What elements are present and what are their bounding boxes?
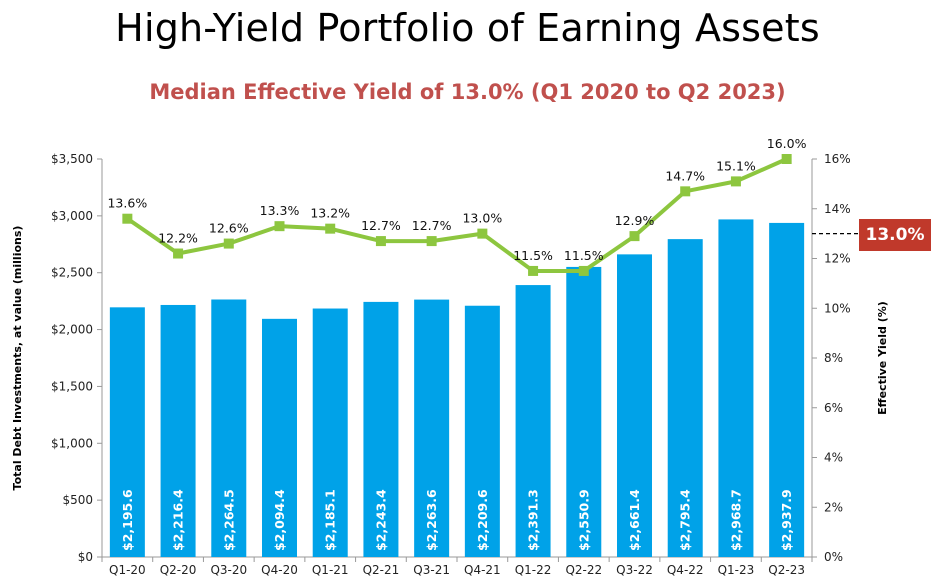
left-tick-label: $3,500: [51, 152, 93, 166]
yield-value-label: 11.5%: [564, 248, 604, 263]
bar-Q2-23: [769, 222, 805, 557]
x-tick-label: Q3-22: [616, 563, 653, 577]
yield-point-Q4-22: [680, 186, 691, 197]
yield-line: [126, 157, 788, 273]
left-axis-title: Total Debt Investments, at value (millio…: [11, 226, 24, 491]
bar-Q2-22: [566, 266, 602, 557]
right-axis-title: Effective Yield (%): [876, 301, 889, 415]
left-tick-label: $1,000: [51, 436, 93, 450]
yield-point-Q1-23: [730, 176, 741, 187]
bar-value-label: $2,968.7: [728, 489, 743, 551]
x-tick-label: Q2-20: [160, 563, 197, 577]
x-tick-label: Q4-20: [261, 563, 298, 577]
yield-point-Q3-20: [223, 238, 234, 249]
bar-Q3-21: [414, 299, 450, 557]
right-tick-label: 12%: [824, 252, 851, 266]
bar-Q4-21: [464, 305, 500, 557]
yield-point-Q1-21: [325, 223, 336, 234]
right-tick-label: 10%: [824, 301, 851, 315]
left-tick-label: $3,000: [51, 209, 93, 223]
bar-Q1-20: [109, 307, 145, 557]
bar-value-label: $2,550.9: [576, 489, 591, 551]
bar-value-label: $2,209.6: [475, 489, 490, 551]
yield-point-Q2-21: [375, 236, 386, 247]
chart-subtitle: Median Effective Yield of 13.0% (Q1 2020…: [149, 80, 786, 104]
right-tick-label: 16%: [824, 152, 851, 166]
bar-Q1-22: [515, 285, 551, 557]
bar-value-label: $2,264.5: [221, 489, 236, 551]
x-tick-label: Q1-23: [718, 563, 755, 577]
left-tick-label: $2,000: [51, 323, 93, 337]
bar-Q4-20: [262, 318, 297, 557]
chart-title: High-Yield Portfolio of Earning Assets: [115, 6, 820, 50]
yield-point-Q3-22: [629, 231, 640, 242]
right-tick-label: 6%: [824, 401, 843, 415]
left-tick-label: $2,500: [51, 266, 93, 280]
bar-value-label: $2,661.4: [627, 489, 642, 551]
bar-Q2-20: [160, 304, 196, 557]
median-yield-badge: 13.0%: [859, 219, 931, 251]
right-tick-label: 14%: [824, 202, 851, 216]
x-tick-label: Q4-22: [667, 563, 704, 577]
right-tick-label: 2%: [824, 500, 843, 514]
x-tick-label: Q3-21: [413, 563, 450, 577]
x-tick-label: Q4-21: [464, 563, 501, 577]
bar-Q3-20: [211, 299, 247, 557]
bar-value-label: $2,937.9: [779, 489, 794, 551]
bar-Q2-21: [363, 301, 399, 557]
yield-value-label: 13.2%: [310, 206, 350, 221]
bar-Q1-23: [718, 219, 754, 558]
bar-value-label: $2,391.3: [526, 489, 541, 551]
bar-value-label: $2,094.4: [272, 489, 287, 551]
x-tick-label: Q1-21: [312, 563, 349, 577]
left-tick-label: $1,500: [51, 379, 93, 393]
right-tick-label: 0%: [824, 550, 843, 564]
yield-value-label: 12.2%: [158, 231, 198, 246]
yield-point-Q4-21: [477, 228, 488, 239]
bar-Q3-22: [617, 254, 652, 558]
bar-value-label: $2,216.4: [171, 489, 186, 551]
bar-value-label: $2,795.4: [678, 489, 693, 551]
right-tick-label: 8%: [824, 351, 843, 365]
x-tick-label: Q1-22: [515, 563, 552, 577]
x-tick-label: Q1-20: [109, 563, 146, 577]
yield-point-Q2-23: [781, 154, 792, 164]
x-tick-label: Q2-21: [363, 563, 400, 577]
yield-value-label: 12.7%: [412, 218, 452, 233]
yield-value-label: 14.7%: [665, 168, 705, 183]
right-tick-label: 4%: [824, 451, 843, 465]
yield-point-Q3-21: [426, 236, 437, 247]
bar-value-label: $2,195.6: [120, 489, 135, 551]
x-tick-label: Q2-23: [768, 563, 805, 577]
yield-value-label: 13.0%: [462, 211, 502, 226]
yield-point-Q4-20: [274, 221, 285, 232]
left-tick-label: $500: [62, 493, 93, 507]
yield-value-label: 16.0%: [767, 136, 807, 151]
yield-value-label: 11.5%: [513, 248, 553, 263]
bar-value-label: $2,263.6: [424, 489, 439, 551]
yield-value-label: 15.1%: [716, 158, 756, 173]
yield-value-label: 12.6%: [209, 221, 249, 236]
yield-point-Q1-22: [528, 265, 539, 276]
x-tick-label: Q3-20: [210, 563, 247, 577]
bar-value-label: $2,243.4: [373, 489, 388, 551]
yield-point-Q2-22: [578, 265, 589, 276]
yield-value-label: 12.7%: [361, 218, 401, 233]
bar-Q1-21: [312, 308, 348, 557]
yield-value-label: 13.3%: [260, 203, 300, 218]
yield-value-label: 13.6%: [107, 196, 147, 211]
bar-value-label: $2,185.1: [323, 489, 338, 551]
yield-point-Q1-20: [122, 213, 133, 224]
bar-Q4-22: [667, 239, 703, 557]
left-tick-label: $0: [78, 550, 93, 564]
x-tick-label: Q2-22: [565, 563, 602, 577]
yield-value-label: 12.9%: [615, 213, 655, 228]
yield-point-Q2-20: [173, 248, 184, 259]
